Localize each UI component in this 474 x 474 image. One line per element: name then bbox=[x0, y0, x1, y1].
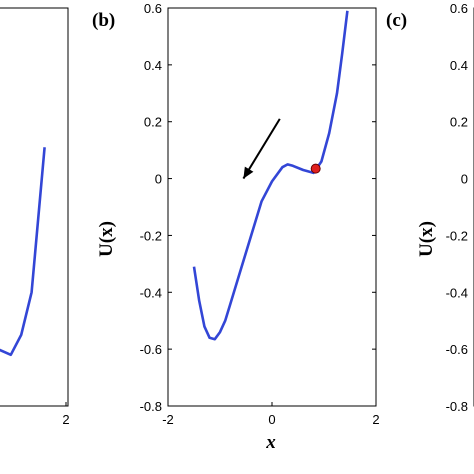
panel-b-series-line bbox=[192, 10, 349, 341]
panel-b-xtick-label: -2 bbox=[162, 412, 174, 427]
panel-b-ytick-label: 0.6 bbox=[144, 1, 162, 16]
panel-b-label: (b) bbox=[92, 10, 115, 31]
panel-c-ytick-label: 0.4 bbox=[450, 58, 468, 73]
panel-c: (c) U(x) 0.6 0.4 0.2 0 -0.2 -0.4 -0.6 -0.8 bbox=[386, 1, 474, 414]
panel-b-ytick-label: -0.6 bbox=[140, 342, 162, 357]
panel-a-frame bbox=[0, 7, 69, 407]
panel-b-ytick-label: -0.2 bbox=[140, 228, 162, 243]
panel-b: (b) -0.8 -0.6 -0.4 -0.2 0 0.2 0.4 0.6 -2 0 2 U(x)… bbox=[92, 1, 380, 453]
panel-c-label: (c) bbox=[386, 10, 407, 31]
panel-c-ytick-label: 0.2 bbox=[450, 115, 468, 130]
panel-b-xlabel: x bbox=[265, 432, 276, 453]
panel-a-series-line bbox=[0, 147, 46, 357]
panel-b-ytick-label: -0.4 bbox=[140, 285, 162, 300]
panel-c-ytick-label: -0.4 bbox=[446, 285, 468, 300]
panel-a-xtick-2: 2 bbox=[62, 412, 69, 427]
panel-c-y-ticks: 0.6 0.4 0.2 0 -0.2 -0.4 -0.6 -0.8 bbox=[446, 1, 468, 414]
panel-c-ylabel: U(x) bbox=[416, 221, 437, 257]
panel-b-ytick-label: 0.2 bbox=[144, 115, 162, 130]
panel-b-ytick-label: 0.4 bbox=[144, 58, 162, 73]
panel-c-ytick-label: 0.6 bbox=[450, 1, 468, 16]
panel-b-arrow-head bbox=[243, 166, 254, 179]
panel-b-ylabel: U(x) bbox=[96, 221, 117, 257]
panel-b-frame bbox=[167, 7, 377, 407]
panel-b-ytick-label: -0.8 bbox=[140, 399, 162, 414]
panel-b-ytick-label: 0 bbox=[155, 172, 162, 187]
panel-b-particle-marker bbox=[310, 163, 321, 174]
panel-b-y-ticks: -0.8 -0.6 -0.4 -0.2 0 0.2 0.4 0.6 bbox=[140, 1, 376, 414]
panel-c-ytick-label: 0 bbox=[461, 172, 468, 187]
panel-b-x-ticks: -2 0 2 bbox=[162, 402, 380, 427]
panel-b-xtick-label: 0 bbox=[268, 412, 275, 427]
panel-b-arrow-shaft bbox=[242, 118, 281, 180]
panel-c-ytick-label: -0.8 bbox=[446, 399, 468, 414]
panel-b-xtick-label: 2 bbox=[372, 412, 379, 427]
panel-c-ytick-label: -0.6 bbox=[446, 342, 468, 357]
panel-a-series bbox=[0, 147, 67, 406]
panel-a: 2 bbox=[0, 7, 70, 427]
panel-c-ytick-label: -0.2 bbox=[446, 228, 468, 243]
panel-b-series bbox=[192, 10, 349, 341]
